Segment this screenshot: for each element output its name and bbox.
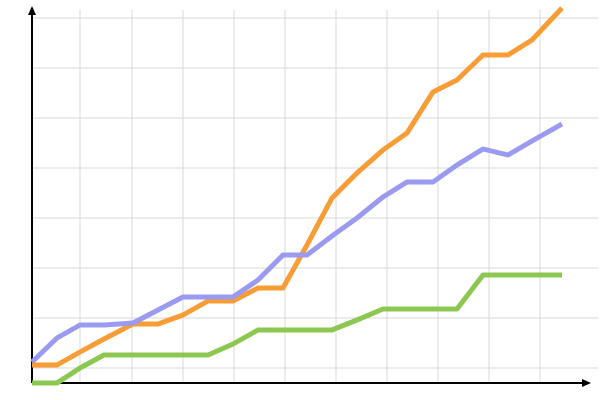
horizontal-gridlines xyxy=(32,17,598,369)
data-series-group xyxy=(30,6,564,386)
series-line-green-series xyxy=(32,272,562,386)
series-line-orange-series xyxy=(32,6,564,368)
y-axis-arrow-icon xyxy=(28,6,36,15)
x-axis-arrow-icon xyxy=(582,379,591,387)
series-line-purple-series xyxy=(30,121,564,364)
chart-axes xyxy=(28,6,591,387)
